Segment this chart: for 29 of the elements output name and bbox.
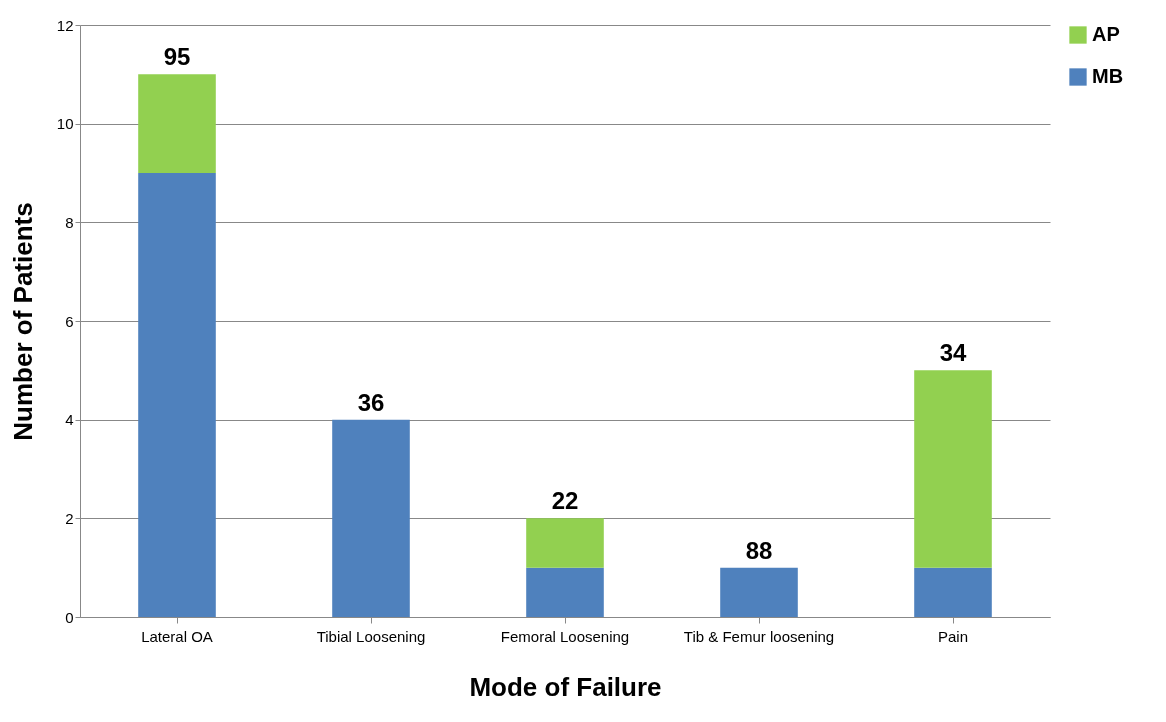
y-tick-label: 4 <box>65 411 74 429</box>
x-tick-label: Femoral Loosening <box>500 627 630 645</box>
x-tick-label: Tib & Femur loosening <box>683 627 835 645</box>
annotation: 22 <box>551 487 579 515</box>
y-tick-label: 2 <box>65 509 74 527</box>
bar <box>332 419 410 617</box>
y-tick-label: 12 <box>56 16 74 34</box>
x-axis-title: Mode of Failure <box>469 671 662 702</box>
bar <box>526 518 604 568</box>
annotation: 36 <box>357 388 385 416</box>
bar <box>138 74 216 173</box>
bar <box>720 567 798 617</box>
y-tick-label: 0 <box>65 608 74 626</box>
legend-label: AP <box>1092 23 1120 45</box>
annotation: 88 <box>745 536 773 564</box>
y-tick-label: 8 <box>65 213 74 231</box>
bar <box>914 567 992 617</box>
bar <box>526 567 604 617</box>
y-tick-label: 10 <box>56 115 74 133</box>
bar <box>138 173 216 617</box>
x-tick-label: Tibial Loosening <box>316 627 426 645</box>
x-tick-label: Pain <box>937 627 969 645</box>
annotation: 95 <box>163 43 191 71</box>
y-tick-label: 6 <box>65 312 74 330</box>
bar <box>914 370 992 568</box>
legend-label: MB <box>1092 65 1124 87</box>
y-axis-title: Number of Patients <box>7 202 38 441</box>
annotation: 34 <box>939 339 967 367</box>
x-tick-label: Lateral OA <box>141 627 213 645</box>
